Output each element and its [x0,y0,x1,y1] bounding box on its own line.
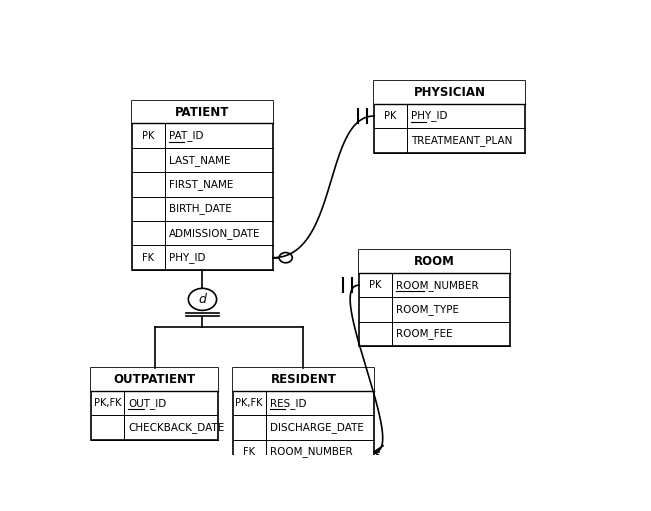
Text: OUT_ID: OUT_ID [128,398,167,409]
Bar [91,368,217,391]
Text: BIRTH_DATE: BIRTH_DATE [169,203,231,214]
Text: ROOM: ROOM [414,255,455,268]
Text: PHYSICIAN: PHYSICIAN [413,86,486,99]
Text: FK: FK [142,252,154,263]
Text: TREATMEANT_PLAN: TREATMEANT_PLAN [411,135,512,146]
Bar [359,250,510,346]
Text: RESIDENT: RESIDENT [270,373,337,386]
Text: PK: PK [369,280,381,290]
Bar [132,101,273,124]
Text: ROOM_NUMBER: ROOM_NUMBER [270,447,352,457]
Text: ADMISSION_DATE: ADMISSION_DATE [169,228,260,239]
Bar [132,101,273,270]
Bar [374,81,525,153]
Bar [374,81,525,153]
Text: PAT_ID: PAT_ID [169,130,203,141]
Text: PHY_ID: PHY_ID [411,110,447,122]
Text: PK,FK: PK,FK [94,398,122,408]
Bar [91,368,217,440]
Text: ROOM_FEE: ROOM_FEE [396,329,452,339]
Text: FIRST_NAME: FIRST_NAME [169,179,233,190]
Bar [374,81,525,104]
Bar [233,368,374,464]
Text: PK: PK [142,131,154,141]
Text: LAST_NAME: LAST_NAME [169,155,230,166]
Text: PATIENT: PATIENT [175,106,230,119]
Text: ROOM_TYPE: ROOM_TYPE [396,304,459,315]
Bar [359,250,510,273]
Text: ROOM_NUMBER: ROOM_NUMBER [396,280,478,291]
Text: RES_ID: RES_ID [270,398,306,409]
Text: FK: FK [243,447,255,457]
Bar [233,368,374,464]
Text: OUTPATIENT: OUTPATIENT [113,373,195,386]
Bar [359,250,510,346]
Bar [233,368,374,391]
Text: d: d [199,293,206,306]
Text: PK,FK: PK,FK [236,398,263,408]
Bar [91,368,217,440]
Text: CHECKBACK_DATE: CHECKBACK_DATE [128,422,225,433]
Text: DISCHARGE_DATE: DISCHARGE_DATE [270,422,363,433]
Text: PK: PK [384,111,396,121]
Bar [132,101,273,270]
Text: PHY_ID: PHY_ID [169,252,205,263]
